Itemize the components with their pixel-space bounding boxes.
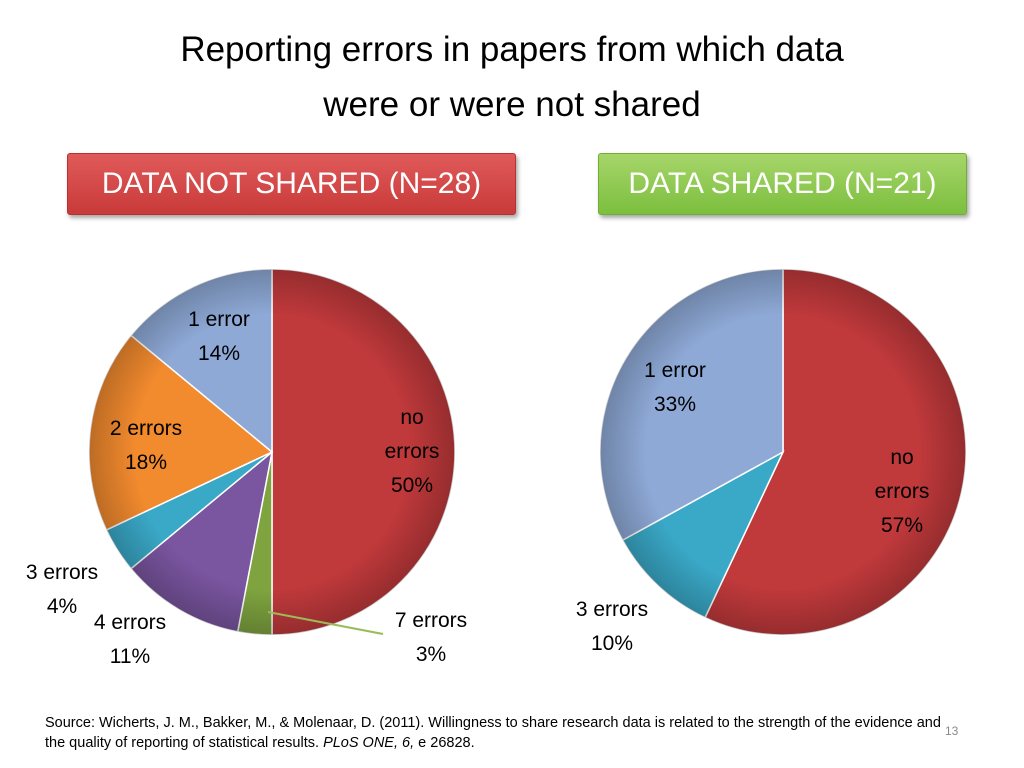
slice-label: 4 errors 11%: [80, 606, 180, 674]
slice-label: no errors 57%: [867, 441, 937, 543]
value-label: 11%: [109, 645, 151, 668]
value-label: 4%: [46, 595, 78, 618]
value-label: 14%: [197, 342, 241, 365]
value-label: 18%: [124, 451, 168, 474]
source-text: e 26828.: [414, 735, 475, 751]
slice-label: 1 error 14%: [169, 303, 269, 371]
value-label: 50%: [390, 474, 434, 497]
slice-label: 7 errors 3%: [381, 604, 481, 672]
category-label: no errors: [384, 406, 440, 463]
category-label: 3 errors: [25, 561, 99, 584]
chart-title: DATA SHARED (N=21): [598, 153, 967, 215]
value-label: 33%: [653, 393, 697, 416]
category-label: 4 errors: [93, 611, 167, 634]
value-label: 3%: [415, 643, 447, 666]
category-label: 7 errors: [394, 609, 468, 632]
leader-line: [267, 611, 384, 635]
category-label: no errors: [874, 446, 930, 503]
value-label: 57%: [880, 514, 924, 537]
slice-label: 3 errors 10%: [562, 593, 662, 661]
category-label: 1 error: [188, 308, 250, 331]
slice-label: 3 errors 4%: [12, 556, 112, 624]
chart-title: DATA NOT SHARED (N=28): [67, 153, 516, 215]
category-label: 1 error: [644, 359, 706, 382]
slide-title: Reporting errors in papers from which da…: [180, 30, 844, 124]
slice-label: 2 errors 18%: [96, 412, 196, 480]
slice-label: no errors 50%: [377, 401, 447, 503]
value-label: 10%: [590, 632, 634, 655]
slice-label: 1 error 33%: [625, 354, 725, 422]
category-label: 2 errors: [109, 417, 183, 440]
source: Source: Wicherts, J. M., Bakker, M., & M…: [45, 713, 950, 753]
category-label: 3 errors: [575, 598, 649, 621]
page-number: 13: [945, 724, 959, 738]
source-text: Source: Wicherts, J. M., Bakker, M., & M…: [45, 715, 941, 751]
source-journal: PLoS ONE, 6,: [323, 735, 415, 751]
